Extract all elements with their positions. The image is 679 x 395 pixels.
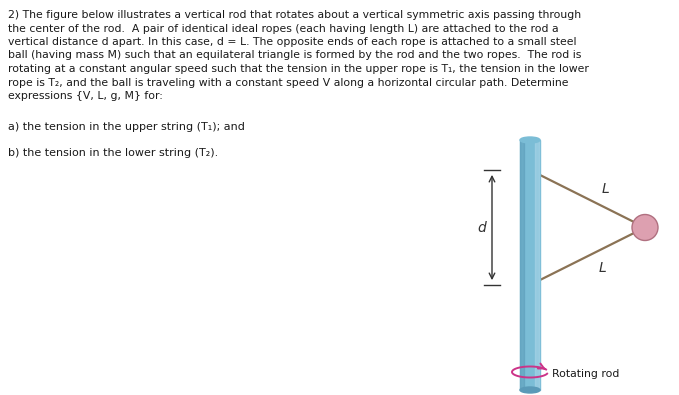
Text: 2) The figure below illustrates a vertical rod that rotates about a vertical sym: 2) The figure below illustrates a vertic…: [8, 10, 581, 20]
Ellipse shape: [520, 387, 540, 393]
Text: rope is T₂, and the ball is traveling with a constant speed V along a horizontal: rope is T₂, and the ball is traveling wi…: [8, 77, 568, 88]
Text: the center of the rod.  A pair of identical ideal ropes (each having length L) a: the center of the rod. A pair of identic…: [8, 23, 559, 34]
Text: rotating at a constant angular speed such that the tension in the upper rope is : rotating at a constant angular speed suc…: [8, 64, 589, 74]
Bar: [535, 140, 539, 390]
Text: Rotating rod: Rotating rod: [552, 369, 619, 379]
Text: b) the tension in the lower string (T₂).: b) the tension in the lower string (T₂).: [8, 149, 218, 158]
Text: a) the tension in the upper string (T₁); and: a) the tension in the upper string (T₁);…: [8, 122, 245, 132]
Bar: [520, 140, 540, 390]
Bar: [520, 140, 524, 390]
Text: $L$: $L$: [598, 261, 607, 275]
Text: ball (having mass M) such that an equilateral triangle is formed by the rod and : ball (having mass M) such that an equila…: [8, 51, 581, 60]
Text: expressions {V, L, g, M} for:: expressions {V, L, g, M} for:: [8, 91, 163, 101]
Text: vertical distance d apart. In this case, d = L. The opposite ends of each rope i: vertical distance d apart. In this case,…: [8, 37, 576, 47]
Text: $d$: $d$: [477, 220, 488, 235]
Ellipse shape: [520, 137, 540, 143]
Text: $L$: $L$: [601, 182, 610, 196]
Circle shape: [632, 214, 658, 241]
